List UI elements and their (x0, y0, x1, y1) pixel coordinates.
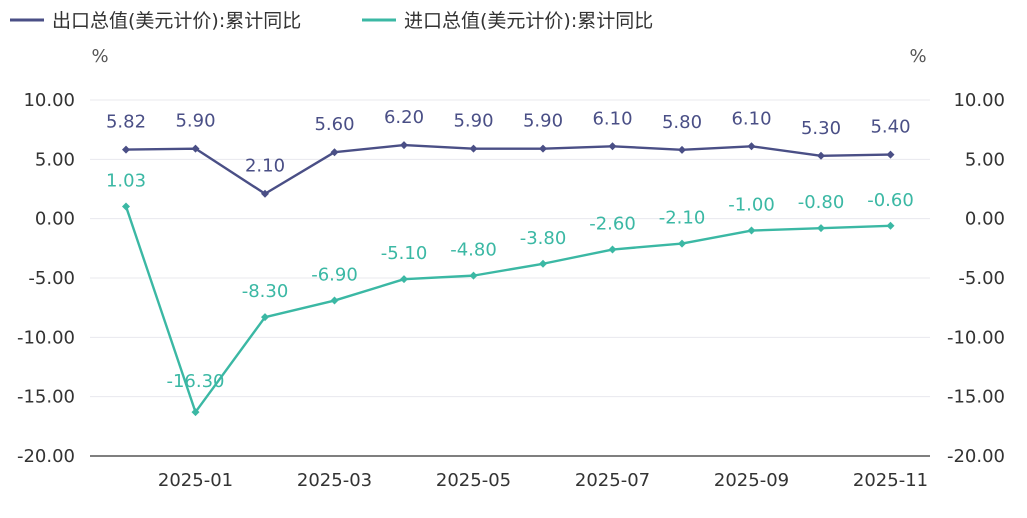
export-data-label: 6.20 (384, 107, 424, 128)
y-tick-label-left: 0.00 (35, 209, 75, 230)
y-tick-label-right: -20.00 (947, 446, 1005, 467)
import-data-label: -8.30 (242, 281, 289, 302)
y-tick-label-right: 10.00 (953, 90, 1005, 111)
export-data-label: 5.82 (106, 112, 146, 133)
export-data-label: 2.10 (245, 156, 285, 177)
export-point (261, 189, 269, 198)
x-tick-label: 2025-11 (853, 470, 928, 491)
import-point (261, 313, 269, 322)
y-tick-label-right: -15.00 (947, 387, 1005, 408)
x-tick-label: 2025-09 (714, 470, 789, 491)
y-unit-right: % (909, 46, 926, 67)
y-tick-label-left: 5.00 (35, 149, 75, 170)
export-data-label: 5.30 (801, 118, 841, 139)
import-series-line (124, 206, 891, 414)
y-tick-label-left: -20.00 (17, 446, 75, 467)
import-point (330, 296, 339, 305)
import-point (886, 221, 895, 230)
export-point (539, 144, 547, 153)
data-labels: 5.82 5.90 2.10 5.60 6.20 5.90 5.90 6.10 5.80 6.10… (106, 107, 914, 392)
import-point (122, 202, 130, 211)
y-tick-label-right: -10.00 (947, 327, 1005, 348)
axes: % % 10.00 10.00 5.00 5.00 0.00 0.00 -5.00 -5.00… (17, 46, 1005, 491)
legend-label: 进口总值(美元计价):累计同比 (404, 10, 653, 32)
y-tick-label-right: 5.00 (965, 149, 1005, 170)
import-data-label: -2.60 (589, 214, 636, 235)
export-point (678, 145, 686, 154)
export-data-label: 5.40 (870, 117, 910, 138)
x-tick-label: 2025-03 (297, 470, 372, 491)
x-tick-label: 2025-07 (575, 470, 650, 491)
import-data-label: -4.80 (450, 240, 497, 261)
x-tick-label: 2025-05 (436, 470, 511, 491)
y-tick-label-right: -5.00 (958, 268, 1005, 289)
export-point (747, 142, 756, 151)
import-point (400, 275, 408, 284)
y-unit-left: % (91, 46, 108, 67)
export-data-label: 5.60 (314, 114, 354, 135)
y-tick-label-right: 0.00 (965, 209, 1005, 230)
import-point (747, 226, 756, 235)
import-data-label: -0.80 (798, 192, 845, 213)
import-data-label: -0.60 (867, 190, 914, 211)
y-tick-label-left: 10.00 (23, 90, 75, 111)
import-point (539, 259, 547, 268)
export-point (469, 144, 478, 153)
export-point (886, 150, 895, 159)
import-point (817, 224, 825, 233)
export-point (330, 148, 339, 157)
import-data-label: -1.00 (728, 195, 775, 216)
series (122, 141, 895, 417)
legend-label: 出口总值(美元计价):累计同比 (52, 10, 301, 32)
y-tick-label-left: -10.00 (17, 327, 75, 348)
export-data-label: 5.90 (523, 111, 563, 132)
import-point (678, 239, 686, 248)
import-data-label: 1.03 (106, 170, 146, 191)
export-data-label: 6.10 (592, 108, 632, 129)
export-data-label: 5.90 (453, 111, 493, 132)
import-point (191, 408, 200, 417)
export-series-line (125, 143, 891, 195)
y-tick-label-left: -15.00 (17, 387, 75, 408)
import-data-label: -16.30 (166, 371, 224, 392)
import-point (469, 271, 478, 280)
import-point (608, 245, 617, 254)
export-data-label: 5.80 (662, 112, 702, 133)
export-point (191, 144, 200, 153)
y-tick-label-left: -5.00 (28, 268, 75, 289)
x-tick-label: 2025-01 (158, 470, 233, 491)
import-data-label: -2.10 (659, 208, 706, 229)
export-data-label: 5.90 (175, 111, 215, 132)
import-data-label: -6.90 (311, 265, 358, 286)
import-data-label: -5.10 (381, 243, 428, 264)
export-point (608, 142, 617, 151)
export-data-label: 6.10 (731, 108, 771, 129)
export-point (400, 141, 408, 150)
grid-lines (90, 99, 930, 457)
export-point (122, 145, 130, 154)
legend: 出口总值(美元计价):累计同比 进口总值(美元计价):累计同比 (10, 10, 653, 32)
export-point (817, 151, 825, 160)
import-data-label: -3.80 (520, 228, 567, 249)
